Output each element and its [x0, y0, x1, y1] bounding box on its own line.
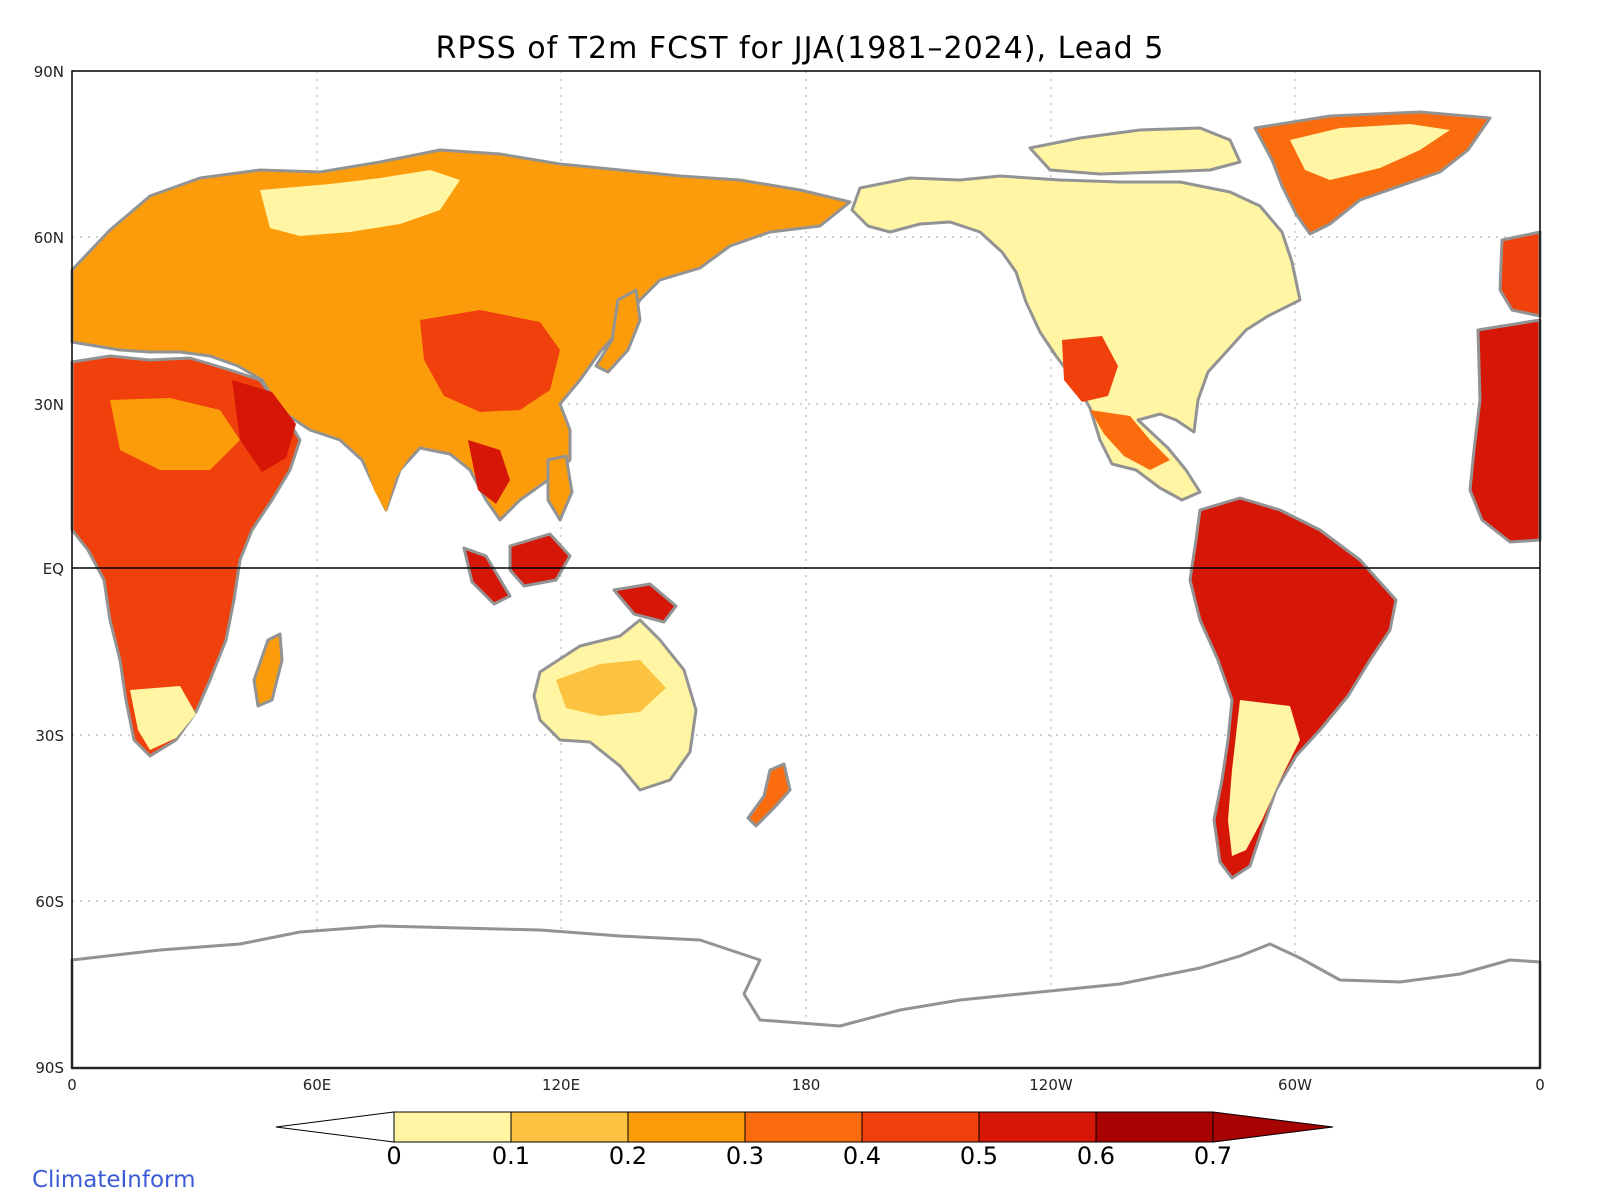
colorbar-segment: [627, 1111, 746, 1143]
lat-tick-label: 30N: [34, 396, 64, 414]
landmass-madagascar: [252, 632, 284, 708]
colorbar-segment: [510, 1111, 629, 1143]
land-masses: [70, 110, 1542, 1070]
lat-tick-label: 90N: [34, 63, 64, 81]
lat-tick-label: 90S: [35, 1059, 64, 1077]
lon-tick-label: 60E: [303, 1076, 332, 1094]
landmass-siberia-light: [260, 170, 460, 236]
landmass-arabia: [232, 380, 296, 472]
colorbar-segment: [393, 1111, 512, 1143]
landmass-iberia-east-edge: [1498, 230, 1542, 318]
landmass-africa: [70, 354, 302, 758]
landmass-philippines: [546, 454, 574, 522]
landmass-borneo: [508, 532, 572, 588]
colorbar-label: 0.6: [1077, 1142, 1115, 1170]
landmass-se-asia: [468, 440, 510, 504]
lon-ticks: 0 60E 120E 180 120W 60W 0: [67, 1076, 1545, 1094]
colorbar-segment: [978, 1111, 1097, 1143]
colorbar-segment: [744, 1111, 863, 1143]
colorbar-label: 0.3: [726, 1142, 764, 1170]
landmass-sumatra: [462, 546, 512, 606]
landmass-west-africa-east-edge: [1468, 318, 1542, 544]
lon-tick-label: 60W: [1278, 1076, 1312, 1094]
landmass-india: [360, 400, 420, 512]
landmass-new-guinea: [612, 582, 678, 624]
colorbar-labels: 0 0.1 0.2 0.3 0.4 0.5 0.6 0.7: [386, 1142, 1232, 1170]
landmass-africa-sahel: [110, 398, 240, 470]
lat-tick-label: 60S: [35, 893, 64, 911]
landmass-antarctica: [70, 924, 1542, 1070]
lon-tick-label: 0: [67, 1076, 77, 1094]
colorbar-label: 0.5: [960, 1142, 998, 1170]
landmass-australia-orange: [556, 660, 666, 716]
lat-ticks: 90N 60N 30N EQ 30S 60S 90S: [34, 63, 64, 1077]
map-title: RPSS of T2m FCST for JJA(1981–2024), Lea…: [436, 31, 1165, 66]
map-frame: [71, 70, 1541, 1069]
landmass-greenland-inner: [1290, 124, 1450, 180]
credit-text: ClimateInform: [32, 1167, 196, 1193]
colorbar-label: 0.1: [492, 1142, 530, 1170]
lat-tick-label: 60N: [34, 229, 64, 247]
colorbar-above-triangle: [1212, 1111, 1334, 1143]
lat-tick-label: 30S: [35, 727, 64, 745]
colorbar-label: 0.4: [843, 1142, 881, 1170]
lon-tick-label: 120E: [542, 1076, 580, 1094]
landmass-new-zealand: [746, 762, 792, 828]
lon-tick-label: 0: [1535, 1076, 1545, 1094]
colorbar-below-triangle: [275, 1111, 395, 1143]
landmass-north-america: [850, 174, 1302, 502]
colorbar-segment: [861, 1111, 980, 1143]
lon-tick-label: 120W: [1029, 1076, 1073, 1094]
landmass-japan: [594, 288, 642, 374]
lon-tick-label: 180: [792, 1076, 821, 1094]
colorbar: [275, 1111, 1334, 1143]
landmass-us-southwest: [1062, 336, 1118, 402]
colorbar-label: 0: [386, 1142, 401, 1170]
colorbar-segment: [1095, 1111, 1214, 1143]
lat-tick-label: EQ: [43, 560, 64, 578]
landmass-arctic-islands: [1028, 126, 1242, 176]
colorbar-label: 0.2: [609, 1142, 647, 1170]
landmass-south-america-south: [1228, 700, 1300, 856]
landmass-africa-south: [130, 686, 196, 750]
landmass-china-dark: [420, 310, 560, 412]
landmass-mexico: [1090, 410, 1170, 470]
colorbar-label: 0.7: [1194, 1142, 1232, 1170]
